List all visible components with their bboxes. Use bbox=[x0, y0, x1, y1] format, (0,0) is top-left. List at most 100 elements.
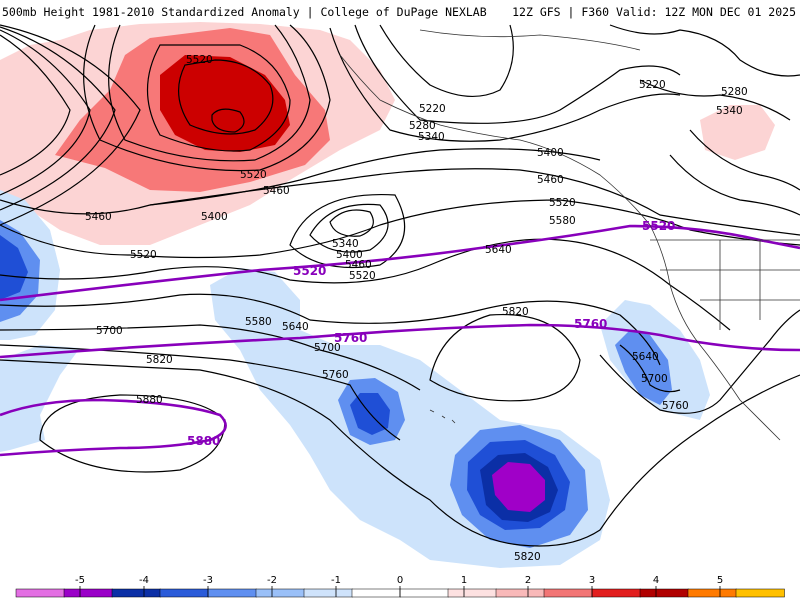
highlight-label-5520: 5520 bbox=[293, 264, 326, 278]
colorbar-tick-label: 5 bbox=[717, 575, 723, 586]
colorbar-segment bbox=[735, 588, 785, 598]
colorbar-segment bbox=[111, 588, 161, 598]
label-5700: 5700 bbox=[314, 342, 341, 354]
label-5580: 5580 bbox=[245, 316, 272, 328]
contour-5400-west bbox=[0, 24, 141, 226]
contour-5340-west bbox=[0, 26, 116, 211]
label-5520: 5520 bbox=[349, 270, 376, 282]
label-5820: 5820 bbox=[502, 306, 529, 318]
colorbar-tick-label: -3 bbox=[203, 575, 213, 586]
pos-anomaly-1b bbox=[700, 105, 775, 160]
contour-5400-low bbox=[309, 203, 389, 253]
label-5520: 5520 bbox=[130, 249, 157, 261]
us-borders bbox=[650, 239, 800, 330]
colorbar-segment bbox=[687, 588, 737, 598]
label-5580: 5580 bbox=[549, 215, 576, 227]
color-bar: -5 -4 -3 -2 -1 0 1 2 3 4 5 bbox=[0, 572, 800, 600]
positive-anomaly-shading bbox=[0, 22, 775, 245]
highlight-label-5520: 5520 bbox=[642, 219, 675, 233]
label-5460: 5460 bbox=[345, 259, 372, 271]
colorbar-segment bbox=[63, 588, 113, 598]
colorbar-segment bbox=[447, 588, 497, 598]
arctic-coast bbox=[419, 29, 641, 51]
model-valid-time: 12Z GFS | F360 Valid: 12Z MON DEC 01 202… bbox=[512, 5, 796, 19]
colorbar-segment bbox=[255, 588, 305, 598]
neg-anomaly-west-3 bbox=[0, 235, 28, 300]
highlight-5880 bbox=[0, 398, 227, 457]
contour-5460 bbox=[0, 168, 800, 236]
coastlines bbox=[339, 29, 800, 441]
contour-5400 bbox=[149, 148, 601, 206]
colorbar-segment bbox=[399, 588, 449, 598]
contour-ne-2 bbox=[639, 79, 791, 121]
neg-anomaly-sw bbox=[0, 345, 80, 452]
contour-ne-3 bbox=[689, 129, 800, 191]
contour-5220-east bbox=[379, 24, 514, 98]
highlight-label-5880: 5880 bbox=[187, 434, 220, 448]
colorbar-segment bbox=[495, 588, 545, 598]
contour-5760-east bbox=[599, 309, 800, 414]
contour-ne-4 bbox=[669, 154, 800, 216]
contour-5820 bbox=[0, 359, 800, 547]
colorbar-tick-label: -2 bbox=[267, 575, 277, 586]
highlight-labels: 5520 5520 5760 5760 5880 bbox=[187, 219, 675, 448]
contour-labels: 5520 5520 5520 5220 5220 5280 5280 5340 … bbox=[85, 54, 748, 563]
colorbar-tick-label: 1 bbox=[461, 575, 467, 586]
label-5760: 5760 bbox=[662, 400, 689, 412]
contour-5700-east bbox=[619, 344, 681, 393]
label-5220: 5220 bbox=[639, 79, 666, 91]
colorbar-segment bbox=[159, 588, 209, 598]
colorbar-segment bbox=[543, 588, 593, 598]
colorbar-tick-label: 2 bbox=[525, 575, 531, 586]
colorbar-segments bbox=[15, 588, 785, 598]
highlight-5520 bbox=[0, 224, 800, 302]
contour-5220-west bbox=[0, 34, 71, 176]
label-5340: 5340 bbox=[332, 238, 359, 250]
colorbar-ticks: -5 -4 -3 -2 -1 0 1 2 3 4 5 bbox=[75, 575, 723, 597]
anomaly-map: 5520 5520 5520 5220 5220 5280 5280 5340 … bbox=[0, 22, 800, 572]
colorbar-segment bbox=[207, 588, 257, 598]
label-5640: 5640 bbox=[485, 244, 512, 256]
alaska-coast bbox=[339, 54, 651, 226]
colorbar-tick-label: -4 bbox=[139, 575, 149, 586]
contour-ring-3 bbox=[146, 44, 291, 152]
neg-anomaly-east-2 bbox=[615, 330, 672, 405]
label-5340: 5340 bbox=[418, 131, 445, 143]
label-5880: 5880 bbox=[136, 394, 163, 406]
highlight-5760 bbox=[0, 323, 800, 359]
contour-ring-4 bbox=[177, 59, 274, 135]
label-5400: 5400 bbox=[201, 211, 228, 223]
map-header: 500mb Height 1981-2010 Standardized Anom… bbox=[0, 0, 800, 22]
contour-5280-east bbox=[354, 24, 681, 124]
contour-ring-2 bbox=[108, 24, 311, 162]
contour-5340-east bbox=[329, 27, 681, 142]
label-5820: 5820 bbox=[146, 354, 173, 366]
label-5700: 5700 bbox=[96, 325, 123, 337]
colorbar-segment bbox=[15, 588, 65, 598]
label-5280: 5280 bbox=[721, 86, 748, 98]
label-5760: 5760 bbox=[322, 369, 349, 381]
colorbar-tick-label: 0 bbox=[397, 575, 403, 586]
highlight-label-5760: 5760 bbox=[334, 331, 367, 345]
colorbar-tick-label: -5 bbox=[75, 575, 85, 586]
label-5640: 5640 bbox=[282, 321, 309, 333]
label-5460: 5460 bbox=[537, 174, 564, 186]
contour-ring-1 bbox=[83, 24, 331, 172]
colorbar-tick-label: 3 bbox=[589, 575, 595, 586]
label-5520: 5520 bbox=[240, 169, 267, 181]
colorbar-tick-label: -1 bbox=[331, 575, 341, 586]
pos-anomaly-1c bbox=[0, 70, 40, 135]
label-5820: 5820 bbox=[514, 551, 541, 563]
contour-5340-low bbox=[329, 209, 374, 237]
label-5220: 5220 bbox=[419, 103, 446, 115]
map-title: 500mb Height 1981-2010 Standardized Anom… bbox=[2, 5, 487, 19]
highlight-label-5760: 5760 bbox=[574, 317, 607, 331]
contour-ring-5 bbox=[211, 108, 245, 133]
label-5340: 5340 bbox=[716, 105, 743, 117]
label-5700: 5700 bbox=[641, 373, 668, 385]
label-5520: 5520 bbox=[549, 197, 576, 209]
contour-5700 bbox=[0, 324, 421, 391]
label-5280: 5280 bbox=[409, 120, 436, 132]
colorbar-segment bbox=[303, 588, 353, 598]
label-5400: 5400 bbox=[537, 147, 564, 159]
